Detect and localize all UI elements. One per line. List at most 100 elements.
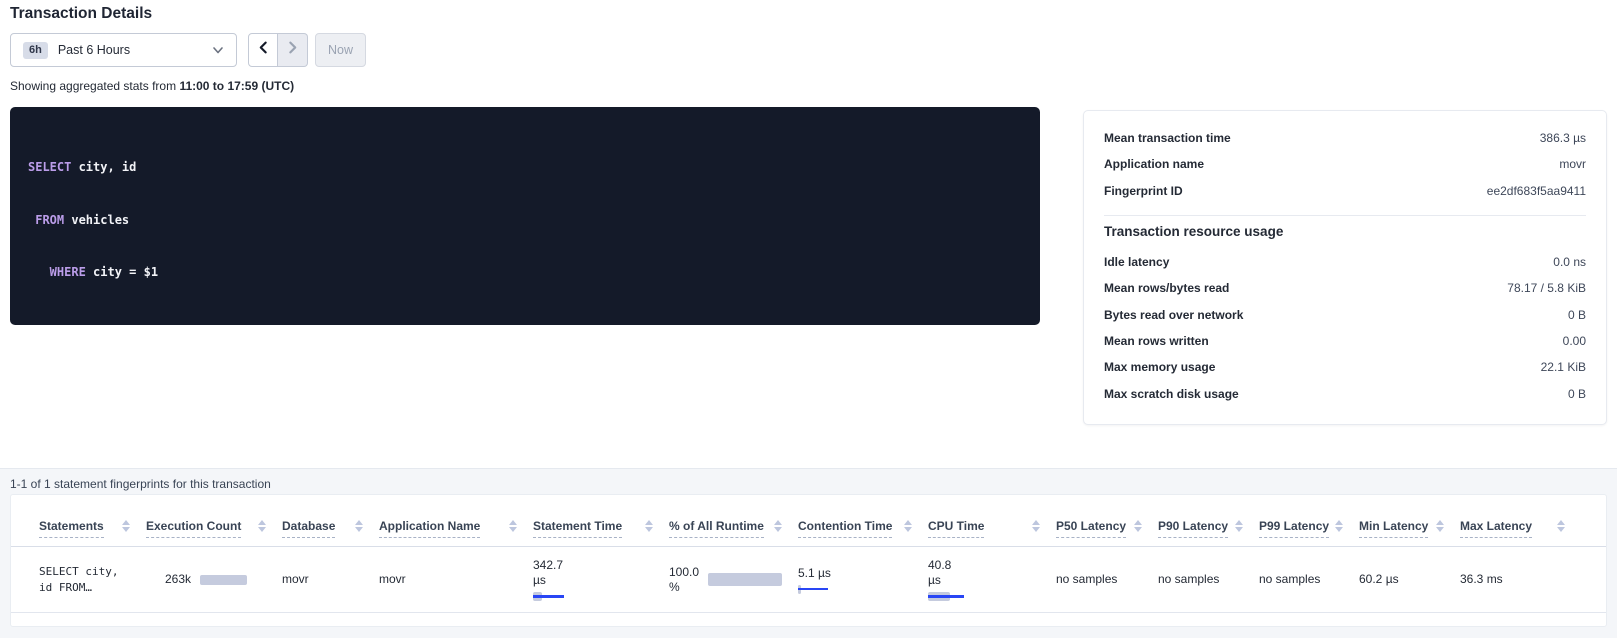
sort-icon[interactable]: [1557, 520, 1565, 532]
cell-database: movr: [282, 547, 379, 612]
table-row: SELECT city, id FROM… 263k movr movr 342.…: [11, 547, 1606, 613]
runtime-pct-value: 100.0: [669, 564, 700, 579]
cell-p90-latency: no samples: [1158, 547, 1259, 612]
column-header-statements[interactable]: Statements: [39, 519, 146, 546]
cell-pct-of-all-runtime: 100.0 %: [669, 547, 798, 612]
column-header-p90-latency[interactable]: P90 Latency: [1158, 519, 1259, 546]
column-label: Database: [282, 519, 336, 538]
sort-icon[interactable]: [1032, 520, 1040, 532]
p50-latency-value: no samples: [1056, 572, 1118, 586]
transaction-summary-card: Mean transaction time 386.3 µs Applicati…: [1083, 110, 1607, 425]
column-label: P90 Latency: [1158, 519, 1229, 538]
summary-label: Mean transaction time: [1104, 131, 1231, 146]
summary-label: Idle latency: [1104, 255, 1170, 270]
column-header-execution-count[interactable]: Execution Count: [146, 519, 282, 546]
statement-line2: id FROM…: [39, 580, 92, 594]
statement-time-bar: [533, 592, 569, 601]
execution-count-value: 263k: [164, 572, 192, 586]
column-label: P50 Latency: [1056, 519, 1127, 538]
sort-icon[interactable]: [645, 520, 653, 532]
application-name-value: movr: [379, 572, 406, 586]
column-header-cpu-time[interactable]: CPU Time: [928, 519, 1056, 546]
sort-icon[interactable]: [1134, 520, 1142, 532]
column-header-application-name[interactable]: Application Name: [379, 519, 533, 546]
cpu-time-unit: µs: [928, 573, 941, 587]
column-label: % of All Runtime: [669, 519, 764, 538]
sort-icon[interactable]: [122, 520, 130, 532]
cell-application-name: movr: [379, 547, 533, 612]
execution-count-bar: [200, 574, 248, 585]
sort-icon[interactable]: [1235, 520, 1243, 532]
aggregated-stats-range: Showing aggregated stats from 11:00 to 1…: [10, 79, 294, 93]
contention-time-bar: [798, 584, 830, 594]
column-label: Statement Time: [533, 519, 623, 538]
resource-usage-title: Transaction resource usage: [1104, 223, 1284, 239]
column-header-p99-latency[interactable]: P99 Latency: [1259, 519, 1359, 546]
column-header-pct-of-all-runtime[interactable]: % of All Runtime: [669, 519, 798, 546]
cpu-time-bar: [928, 592, 966, 601]
sql-line: FROM vehicles: [28, 212, 1022, 230]
sql-keyword: WHERE: [28, 265, 86, 279]
prev-range-button[interactable]: [248, 33, 278, 67]
cpu-time-value: 40.8: [928, 558, 952, 572]
column-label: P99 Latency: [1259, 519, 1330, 538]
sql-keyword: SELECT: [28, 160, 72, 174]
sql-text: vehicles: [64, 212, 130, 227]
resource-row-idle-latency: Idle latency 0.0 ns: [1104, 249, 1586, 275]
chevron-left-icon: [257, 41, 270, 59]
summary-value: 0 B: [1567, 386, 1586, 401]
summary-row-application-name: Application name movr: [1104, 151, 1586, 177]
runtime-pct-unit: %: [669, 579, 680, 594]
cell-statement: SELECT city, id FROM…: [39, 547, 146, 612]
cell-p99-latency: no samples: [1259, 547, 1359, 612]
statement-fingerprints-count: 1-1 of 1 statement fingerprints for this…: [10, 477, 271, 491]
time-range-dropdown[interactable]: 6h Past 6 Hours: [10, 33, 237, 67]
cell-statement-time: 342.7 µs: [533, 547, 669, 612]
sort-icon[interactable]: [904, 520, 912, 532]
summary-value: 78.17 / 5.8 KiB: [1507, 281, 1586, 296]
summary-value: 0 B: [1567, 307, 1586, 322]
sql-statement-box: SELECT city, id FROM vehicles WHERE city…: [10, 107, 1040, 325]
summary-value: movr: [1559, 157, 1586, 172]
sort-icon[interactable]: [355, 520, 363, 532]
statements-table: Statements Execution Count Database Appl…: [10, 494, 1607, 627]
contention-time-value: 5.1 µs: [798, 565, 831, 580]
column-label: Max Latency: [1460, 519, 1533, 538]
time-range-badge: 6h: [23, 41, 48, 59]
runtime-pct-bar: [708, 573, 782, 586]
column-header-statement-time[interactable]: Statement Time: [533, 519, 669, 546]
sort-icon[interactable]: [774, 520, 782, 532]
summary-value: 386.3 µs: [1539, 131, 1586, 146]
statement-time-value: 342.7: [533, 558, 564, 572]
summary-divider: [1104, 214, 1586, 216]
statement-link[interactable]: SELECT city, id FROM…: [39, 564, 130, 596]
resource-row-mean-rows-written: Mean rows written 0.00: [1104, 328, 1586, 354]
sql-text: city, id: [71, 160, 137, 174]
summary-value: ee2df683f5aa9411: [1486, 183, 1586, 198]
column-header-contention-time[interactable]: Contention Time: [798, 519, 928, 546]
now-button[interactable]: Now: [315, 33, 367, 67]
column-label: Statements: [39, 519, 104, 538]
time-range-label: Past 6 Hours: [57, 43, 131, 57]
sort-icon[interactable]: [1335, 520, 1343, 532]
summary-row-mean-transaction-time: Mean transaction time 386.3 µs: [1104, 125, 1586, 151]
cell-contention-time: 5.1 µs: [798, 547, 928, 612]
resource-row-bytes-read-over-network: Bytes read over network 0 B: [1104, 301, 1586, 327]
sort-icon[interactable]: [1436, 520, 1444, 532]
column-header-p50-latency[interactable]: P50 Latency: [1056, 519, 1158, 546]
column-header-min-latency[interactable]: Min Latency: [1359, 519, 1460, 546]
p90-latency-value: no samples: [1158, 572, 1220, 586]
column-header-max-latency[interactable]: Max Latency: [1460, 519, 1581, 546]
column-header-database[interactable]: Database: [282, 519, 379, 546]
cell-max-latency: 36.3 ms: [1460, 547, 1581, 612]
summary-label: Application name: [1104, 157, 1205, 172]
sql-keyword: FROM: [28, 212, 65, 227]
resource-row-mean-rows-bytes-read: Mean rows/bytes read 78.17 / 5.8 KiB: [1104, 275, 1586, 301]
next-range-button[interactable]: [278, 33, 308, 67]
min-latency-value: 60.2 µs: [1359, 572, 1399, 586]
sort-icon[interactable]: [258, 520, 266, 532]
column-label: Application Name: [379, 519, 481, 538]
sort-icon[interactable]: [509, 520, 517, 532]
statements-section: 1-1 of 1 statement fingerprints for this…: [0, 468, 1617, 638]
